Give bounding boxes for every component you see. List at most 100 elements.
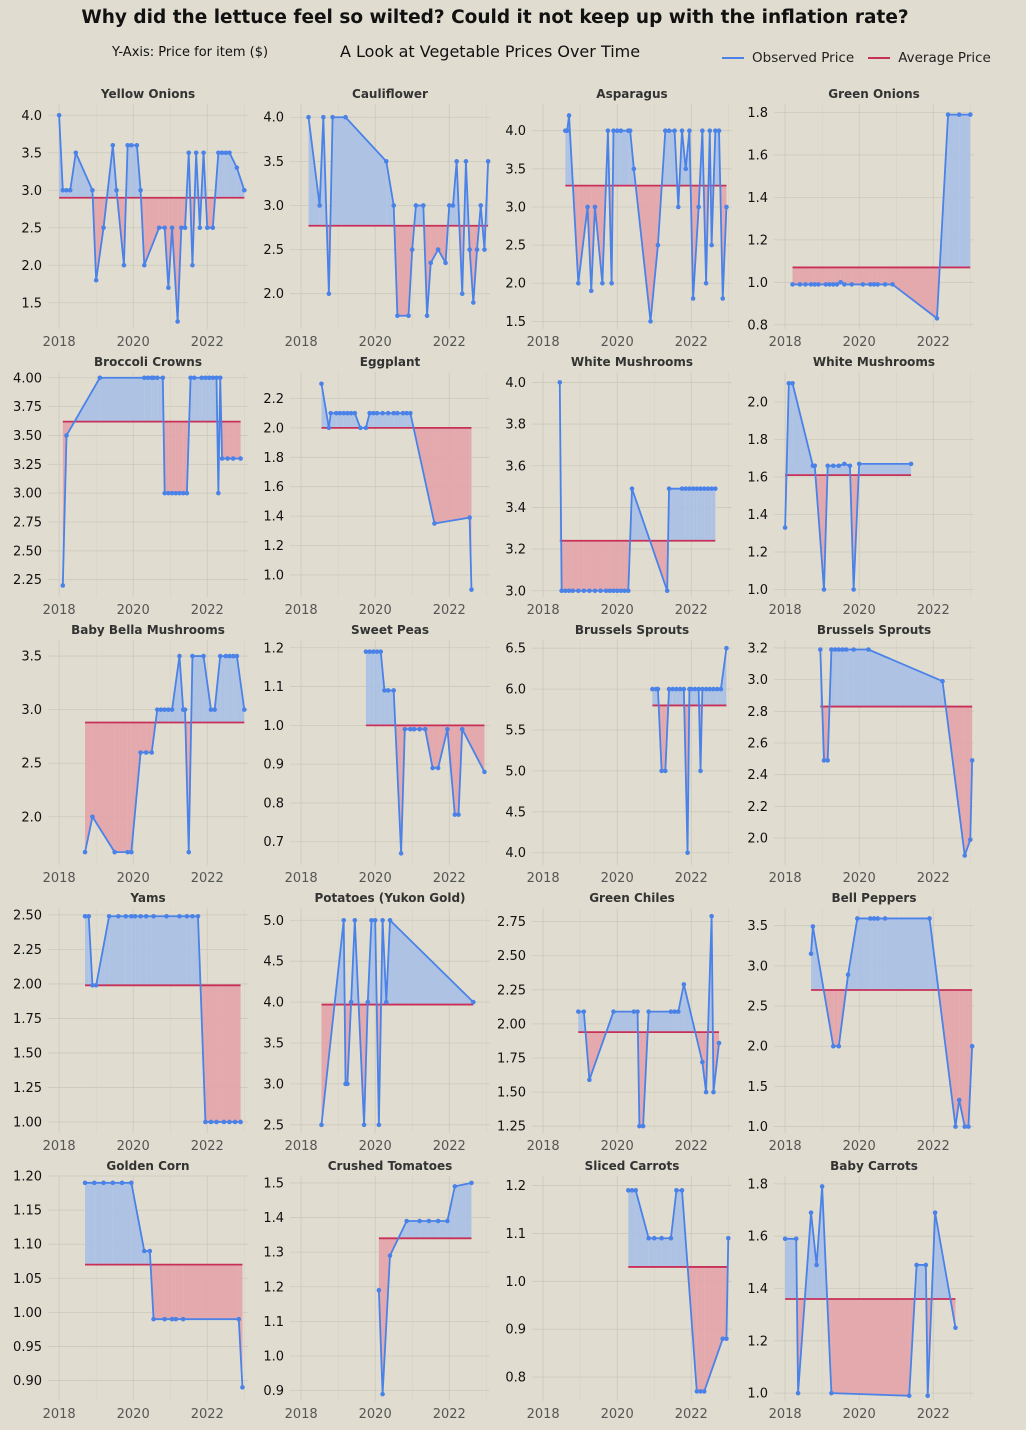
x-tick-label: 2018: [527, 603, 560, 618]
data-point: [932, 1210, 938, 1215]
y-tick-label: 5.5: [505, 724, 526, 739]
y-tick-label: 1.5: [505, 315, 526, 330]
data-point: [675, 204, 681, 210]
below-average-fill: [168, 421, 173, 494]
y-tick-label: 3.5: [263, 1037, 284, 1052]
x-tick-label: 2022: [675, 1407, 708, 1422]
data-point: [184, 913, 190, 919]
y-tick-label: 3.4: [505, 501, 526, 516]
data-point: [875, 282, 881, 287]
y-tick-label: 3.6: [505, 459, 526, 474]
data-point: [204, 225, 210, 231]
below-average-fill: [434, 427, 470, 524]
data-point: [385, 410, 391, 416]
above-average-fill: [343, 413, 348, 428]
data-point: [821, 758, 827, 763]
data-point: [361, 1122, 367, 1128]
data-point: [790, 282, 795, 287]
data-point: [371, 410, 376, 416]
x-tick-label: 2022: [917, 603, 950, 618]
data-point: [851, 587, 856, 592]
subplot-title: Yellow Onions: [100, 87, 195, 101]
above-average-fill: [713, 689, 718, 706]
above-average-fill: [225, 152, 230, 198]
data-point: [629, 1188, 635, 1193]
below-average-fill: [565, 540, 570, 591]
data-point: [625, 1188, 631, 1193]
x-tick-label: 2022: [433, 335, 466, 350]
data-point: [435, 765, 441, 771]
x-tick-label: 2018: [285, 871, 318, 886]
data-point: [843, 647, 849, 652]
data-point: [832, 647, 838, 652]
data-point: [670, 686, 676, 692]
data-point: [575, 1009, 581, 1014]
y-tick-label: 1.0: [505, 1275, 526, 1290]
data-point: [564, 128, 570, 133]
above-average-fill: [144, 377, 148, 422]
data-point: [962, 1124, 968, 1129]
data-point: [631, 1009, 637, 1014]
above-average-fill: [340, 413, 344, 428]
below-average-fill: [851, 267, 863, 285]
x-tick-label: 2018: [285, 1139, 318, 1154]
observed-price-line: [784, 382, 912, 591]
data-point: [646, 1009, 651, 1014]
data-point: [856, 461, 862, 467]
below-average-fill: [722, 1266, 727, 1339]
subplot-title: Broccoli Crowns: [94, 355, 202, 369]
y-tick-label: 1.0: [263, 1350, 284, 1365]
data-point: [182, 707, 188, 712]
data-point: [376, 1287, 382, 1293]
below-average-fill: [114, 722, 128, 853]
y-tick-label: 1.8: [747, 433, 768, 448]
data-point: [598, 588, 603, 594]
data-point: [421, 203, 426, 208]
below-average-fill: [183, 1264, 239, 1320]
above-average-fill: [885, 918, 930, 990]
y-tick-label: 2.0: [747, 396, 768, 411]
above-average-fill: [857, 918, 871, 990]
data-point: [206, 375, 212, 381]
above-average-fill: [620, 130, 629, 186]
observed-price-line: [58, 115, 246, 323]
data-point: [707, 686, 713, 692]
y-tick-label: 2.0: [747, 832, 768, 847]
above-average-fill: [827, 465, 834, 476]
data-point: [696, 204, 701, 210]
x-tick-label: 2018: [527, 871, 560, 886]
above-average-fill: [388, 413, 394, 428]
y-tick-label: 2.5: [747, 1000, 768, 1015]
y-tick-label: 1.15: [13, 1204, 42, 1219]
data-point: [812, 463, 818, 469]
data-point: [867, 916, 873, 921]
data-point: [629, 486, 635, 491]
above-average-fill: [131, 145, 137, 198]
data-point: [241, 187, 247, 193]
data-point: [842, 282, 847, 287]
above-average-fill: [373, 651, 378, 726]
above-average-fill: [210, 709, 215, 723]
subplot-title: Asparagus: [596, 87, 667, 101]
data-point: [173, 1316, 179, 1322]
data-point: [227, 653, 232, 659]
above-average-fill: [669, 488, 682, 541]
data-point: [581, 1009, 587, 1014]
data-point: [210, 375, 216, 381]
data-point: [374, 649, 380, 654]
y-tick-label: 4.0: [21, 109, 42, 124]
data-point: [871, 282, 877, 287]
data-point: [821, 587, 827, 592]
below-average-fill: [805, 267, 812, 285]
below-average-fill: [700, 1266, 705, 1392]
data-point: [372, 917, 378, 923]
below-average-fill: [159, 197, 165, 228]
below-average-fill: [613, 540, 618, 591]
y-tick-label: 3.75: [13, 400, 42, 415]
data-point: [906, 1393, 912, 1399]
y-tick-label: 1.4: [263, 1211, 284, 1226]
above-average-fill: [628, 1190, 632, 1267]
x-tick-label: 2020: [117, 603, 150, 618]
data-point: [698, 768, 703, 774]
data-point: [940, 678, 945, 684]
